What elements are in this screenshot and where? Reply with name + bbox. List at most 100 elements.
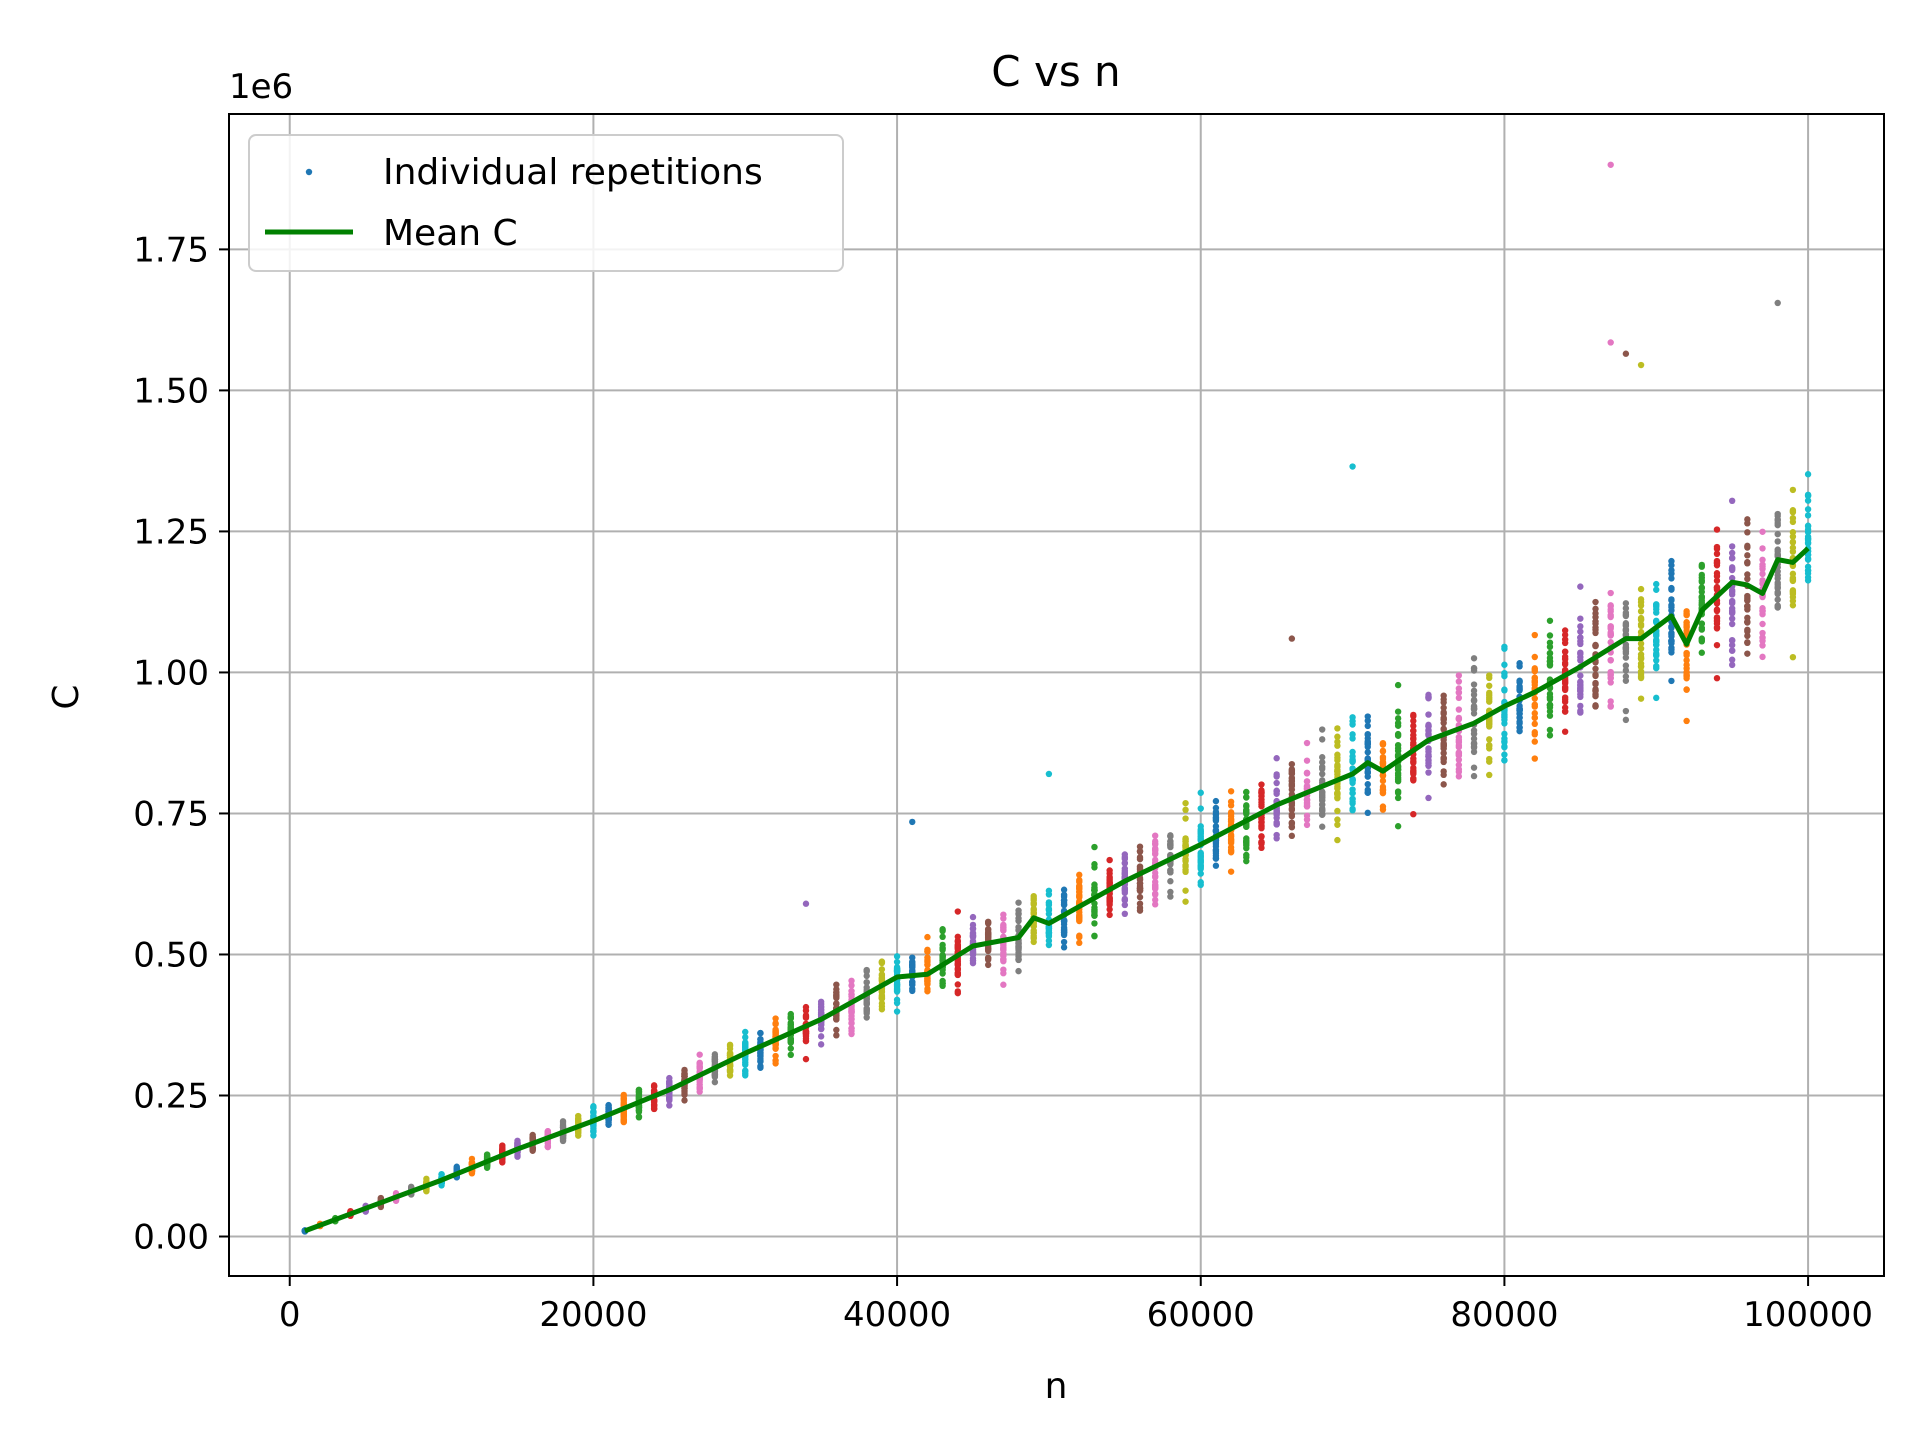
repetition-point [1227, 816, 1235, 824]
repetition-point [817, 1041, 825, 1048]
repetition-point [1470, 655, 1478, 662]
repetition-point [1182, 843, 1189, 850]
repetition-point [1334, 738, 1341, 746]
repetition-point [1394, 763, 1402, 771]
repetition-point [1804, 512, 1812, 519]
repetition-point [1486, 698, 1493, 705]
repetition-point [984, 961, 992, 969]
repetition-point [1607, 679, 1614, 686]
repetition-point [711, 1056, 719, 1063]
repetition-point [1561, 661, 1569, 668]
repetition-point [666, 1080, 673, 1087]
y-tick-label: 0.75 [133, 794, 209, 834]
repetition-point [1167, 888, 1174, 896]
repetition-point [1713, 641, 1721, 649]
repetition-point [1774, 299, 1781, 307]
repetition-point [1668, 596, 1675, 603]
repetition-point [1774, 510, 1781, 518]
repetition-point [1683, 657, 1690, 664]
repetition-point [1759, 653, 1766, 661]
y-tick-label: 0.25 [133, 1076, 209, 1116]
repetition-point [726, 1049, 734, 1057]
repetition-point [1167, 841, 1174, 848]
repetition-point [1668, 601, 1675, 609]
repetition-point [575, 1115, 582, 1123]
repetition-point [1151, 846, 1159, 854]
y-tick-label: 0.00 [133, 1218, 209, 1258]
repetition-point [1379, 747, 1387, 755]
repetition-point [1531, 631, 1538, 639]
repetition-point [1091, 861, 1098, 868]
repetition-point [1546, 701, 1554, 708]
repetition-point [1531, 681, 1538, 689]
repetition-point [1212, 850, 1220, 857]
repetition-point [1486, 682, 1493, 689]
repetition-point [1531, 714, 1538, 721]
repetition-point [1288, 780, 1296, 787]
repetition-point [1607, 608, 1614, 615]
x-tick-label: 0 [279, 1295, 301, 1335]
repetition-point [1759, 620, 1766, 628]
repetition-point [939, 945, 946, 952]
repetition-point [757, 1029, 764, 1037]
repetition-point [559, 1118, 567, 1125]
repetition-point [1577, 672, 1584, 679]
repetition-point [833, 981, 840, 988]
repetition-point [1470, 764, 1478, 771]
repetition-point [878, 959, 886, 966]
repetition-point [438, 1171, 445, 1178]
repetition-point [1607, 613, 1614, 621]
repetition-point [1364, 722, 1371, 730]
repetition-point [1713, 572, 1721, 580]
repetition-point [1759, 545, 1766, 552]
repetition-point [802, 1014, 810, 1021]
repetition-point [605, 1121, 612, 1128]
repetition-point [1091, 920, 1098, 927]
repetition-point [1607, 603, 1614, 610]
repetition-point [1713, 674, 1721, 682]
repetition-point [1637, 651, 1645, 658]
repetition-point [681, 1091, 688, 1098]
repetition-point [1561, 708, 1569, 715]
y-tick-label: 0.50 [133, 935, 209, 975]
repetition-point [1728, 615, 1736, 622]
repetition-point [1197, 823, 1204, 830]
repetition-point [1303, 778, 1311, 785]
repetition-point [1091, 886, 1098, 894]
repetition-point [1197, 870, 1204, 877]
repetition-point [1531, 710, 1538, 717]
repetition-point [635, 1094, 643, 1101]
repetition-point [984, 933, 992, 940]
repetition-point [1394, 823, 1402, 830]
repetition-point [1683, 675, 1690, 682]
repetition-point [1258, 799, 1265, 806]
repetition-point [514, 1151, 521, 1159]
repetition-point [802, 1055, 810, 1063]
repetition-point [620, 1118, 627, 1125]
repetition-point [1410, 767, 1417, 774]
repetition-point [1653, 606, 1660, 613]
repetition-point [1334, 836, 1341, 844]
repetition-point [1683, 669, 1690, 676]
repetition-point [1334, 794, 1341, 802]
repetition-point [1000, 911, 1007, 918]
repetition-point [909, 981, 916, 988]
repetition-point [1015, 915, 1022, 922]
repetition-point [1410, 712, 1417, 720]
repetition-point [787, 1024, 794, 1031]
repetition-point [1516, 714, 1523, 721]
repetition-point [1789, 486, 1797, 494]
repetition-point [1394, 722, 1402, 729]
plot-frame [228, 113, 1885, 1277]
repetition-point [757, 1057, 764, 1064]
repetition-point [1288, 811, 1296, 818]
repetition-point [1410, 722, 1417, 730]
repetition-point [1728, 574, 1736, 582]
repetition-point [1501, 757, 1508, 764]
repetition-point [529, 1146, 536, 1153]
repetition-point [1425, 794, 1432, 802]
repetition-point [1546, 694, 1554, 702]
repetition-point [1151, 838, 1159, 845]
repetition-point [1182, 799, 1189, 807]
repetition-point [939, 970, 946, 977]
